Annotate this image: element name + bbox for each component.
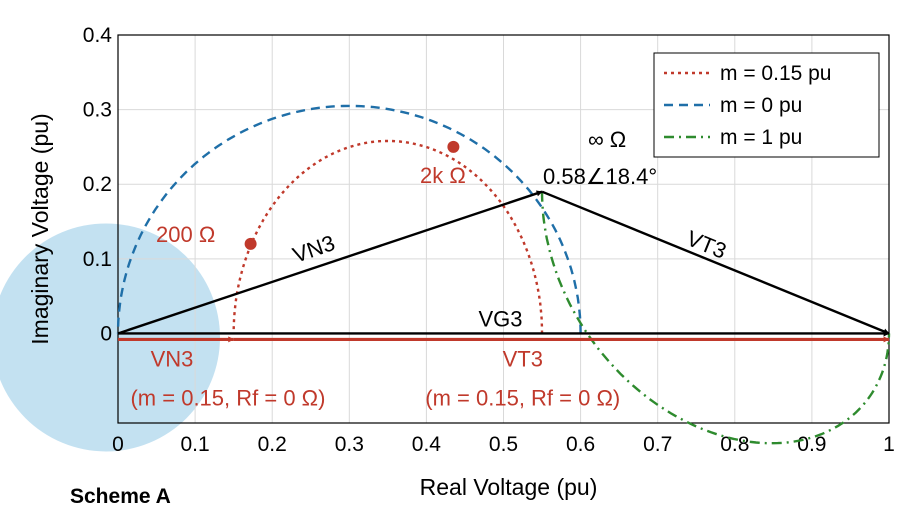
legend-entry-m0: m = 0 pu bbox=[720, 94, 802, 117]
annotation-infinity-ohm: ∞ Ω bbox=[588, 127, 626, 152]
marker-point-0 bbox=[244, 237, 257, 250]
vector-label-vt3-red: VT3 bbox=[503, 346, 543, 371]
plot-frame bbox=[117, 34, 890, 424]
y-tick-labels: 0 0.1 0.2 0.3 0.4 bbox=[83, 24, 113, 345]
y-tick-label: 0.1 bbox=[83, 248, 112, 271]
x-tick-label: 0.5 bbox=[489, 433, 518, 456]
vector-sublabel-vt3-red: (m = 0.15, Rf = 0 Ω) bbox=[425, 385, 620, 410]
x-tick-label: 0.4 bbox=[412, 433, 442, 456]
locus-curve-1 bbox=[116, 104, 582, 334]
scheme-caption: Scheme A bbox=[70, 485, 171, 508]
x-axis-label: Real Voltage (pu) bbox=[420, 474, 598, 500]
x-tick-label: 0.9 bbox=[797, 433, 826, 456]
phasor-vectors bbox=[117, 190, 890, 343]
y-tick-label: 0.4 bbox=[83, 24, 113, 47]
x-tick-label: 0.7 bbox=[643, 433, 672, 456]
x-tick-label: 0.2 bbox=[258, 433, 287, 456]
vector-vn3-0 bbox=[117, 190, 543, 335]
x-tick-label: 1 bbox=[883, 433, 895, 456]
x-tick-label: 0.3 bbox=[335, 433, 364, 456]
marker-points bbox=[244, 140, 460, 250]
point-label-2k-ohm: 2k Ω bbox=[420, 163, 466, 188]
annotation-magnitude-angle: 0.58∠18.4° bbox=[543, 164, 657, 189]
y-tick-label: 0 bbox=[100, 322, 112, 345]
legend: m = 0.15 pu m = 0 pu m = 1 pu bbox=[653, 52, 880, 158]
locus-curve-0 bbox=[232, 139, 544, 334]
legend-entry-m015: m = 0.15 pu bbox=[720, 62, 832, 85]
vector-label-vg3: VG3 bbox=[478, 306, 522, 331]
highlight-region bbox=[0, 223, 220, 452]
y-tick-label: 0.3 bbox=[83, 99, 112, 122]
x-tick-labels: 0 0.1 0.2 0.3 0.4 0.5 0.6 0.7 0.8 0.9 1 bbox=[112, 433, 895, 456]
point-label-200-ohm: 200 Ω bbox=[156, 222, 215, 247]
vector-label-vt3: VT3 bbox=[683, 225, 730, 263]
x-tick-label: 0.8 bbox=[720, 433, 749, 456]
y-axis-label: Imaginary Voltage (pu) bbox=[27, 113, 53, 344]
x-tick-label: 0.6 bbox=[566, 433, 595, 456]
legend-box bbox=[653, 52, 880, 158]
x-tick-label: 0.1 bbox=[180, 433, 209, 456]
x-tick-label: 0 bbox=[112, 433, 124, 456]
vector-sublabel-vn3-red: (m = 0.15, Rf = 0 Ω) bbox=[130, 385, 325, 410]
legend-entry-m1: m = 1 pu bbox=[720, 126, 802, 149]
vector-vt3-1 bbox=[541, 190, 890, 335]
vector-label-vn3-red: VN3 bbox=[151, 346, 194, 371]
loci-curves bbox=[116, 104, 891, 445]
locus-curve-2 bbox=[540, 191, 891, 445]
marker-point-1 bbox=[447, 140, 460, 153]
y-tick-label: 0.2 bbox=[83, 173, 112, 196]
